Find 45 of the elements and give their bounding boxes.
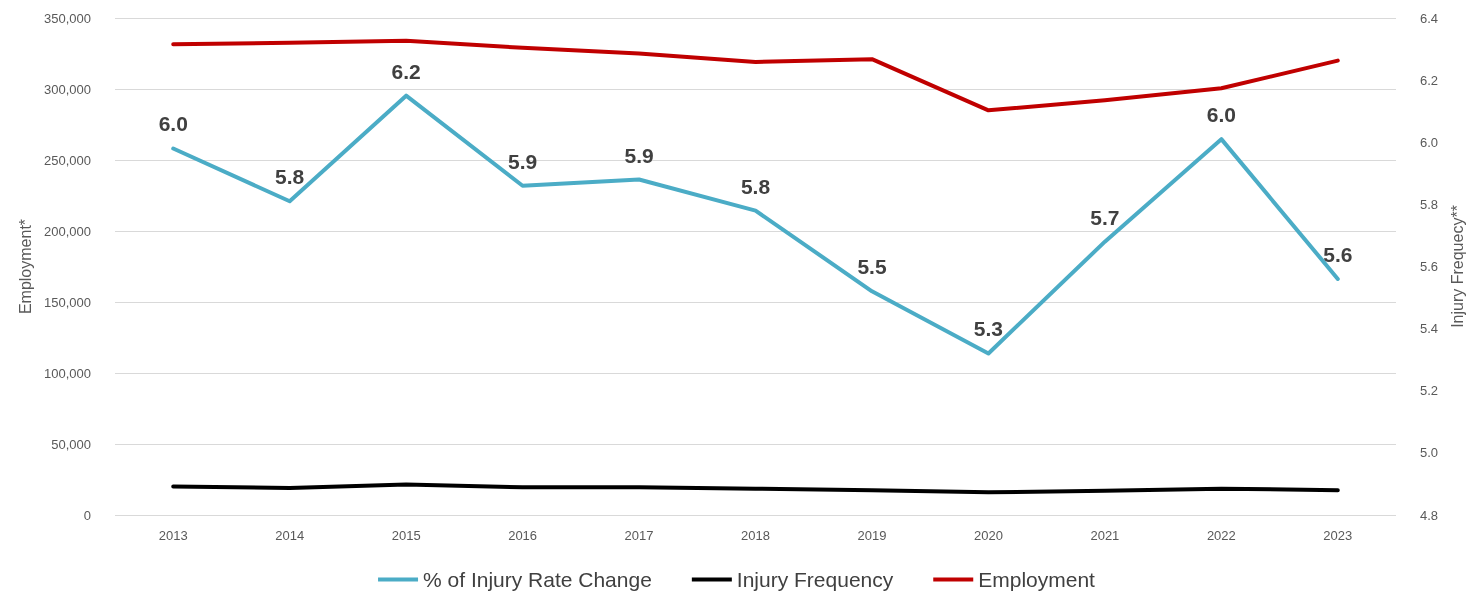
legend-label: % of Injury Rate Change: [423, 568, 652, 591]
x-tick-label: 2019: [857, 528, 887, 543]
data-label: 5.8: [275, 165, 305, 189]
y-tick-label: 200,000: [44, 223, 91, 239]
y2-tick-label: 6.0: [1420, 134, 1439, 150]
x-tick-label: 2021: [1090, 528, 1120, 543]
x-tick-label: 2015: [391, 528, 421, 543]
data-label: 5.3: [973, 317, 1004, 341]
y2-tick-label: 6.2: [1420, 72, 1439, 88]
y-tick-label: 350,000: [44, 10, 91, 26]
data-label: 5.8: [740, 174, 771, 198]
legend-label: Injury Frequency: [736, 568, 894, 591]
data-label: 5.9: [508, 149, 538, 173]
x-tick-label: 2018: [741, 528, 770, 543]
data-label: 6.0: [1206, 103, 1236, 127]
data-label: 5.9: [624, 143, 654, 167]
data-label: 5.7: [1090, 205, 1120, 229]
y-tick-label: 100,000: [44, 365, 91, 381]
data-label: 5.5: [857, 255, 887, 279]
y-tick-label: 0: [83, 507, 91, 523]
data-label: 6.0: [158, 112, 188, 136]
x-tick-label: 2020: [973, 528, 1003, 543]
x-tick-label: 2016: [508, 528, 538, 543]
y2-tick-label: 5.4: [1420, 321, 1439, 337]
x-tick-label: 2017: [624, 528, 654, 543]
y-tick-label: 300,000: [44, 81, 91, 97]
data-label: 6.2: [391, 59, 421, 83]
y2-tick-label: 5.0: [1420, 445, 1439, 461]
data-label: 5.6: [1323, 242, 1353, 266]
x-tick-label: 2023: [1323, 528, 1353, 543]
y2-tick-label: 5.8: [1420, 196, 1439, 212]
y2-axis-title: Injury Frequecy**: [1448, 205, 1466, 328]
legend-label: Employment: [978, 568, 1096, 591]
y2-tick-label: 6.4: [1420, 10, 1439, 26]
y2-tick-label: 5.6: [1420, 259, 1439, 274]
y-tick-label: 150,000: [44, 294, 91, 310]
x-tick-label: 2014: [275, 528, 305, 543]
x-tick-label: 2013: [158, 528, 188, 543]
y-axis-title: Employment*: [16, 218, 34, 315]
x-tick-label: 2022: [1206, 528, 1236, 543]
y2-tick-label: 5.2: [1420, 383, 1439, 399]
y-tick-label: 50,000: [51, 436, 91, 452]
y-tick-label: 250,000: [44, 152, 91, 168]
y2-tick-label: 4.8: [1420, 507, 1439, 523]
line-series: [171, 482, 1340, 495]
